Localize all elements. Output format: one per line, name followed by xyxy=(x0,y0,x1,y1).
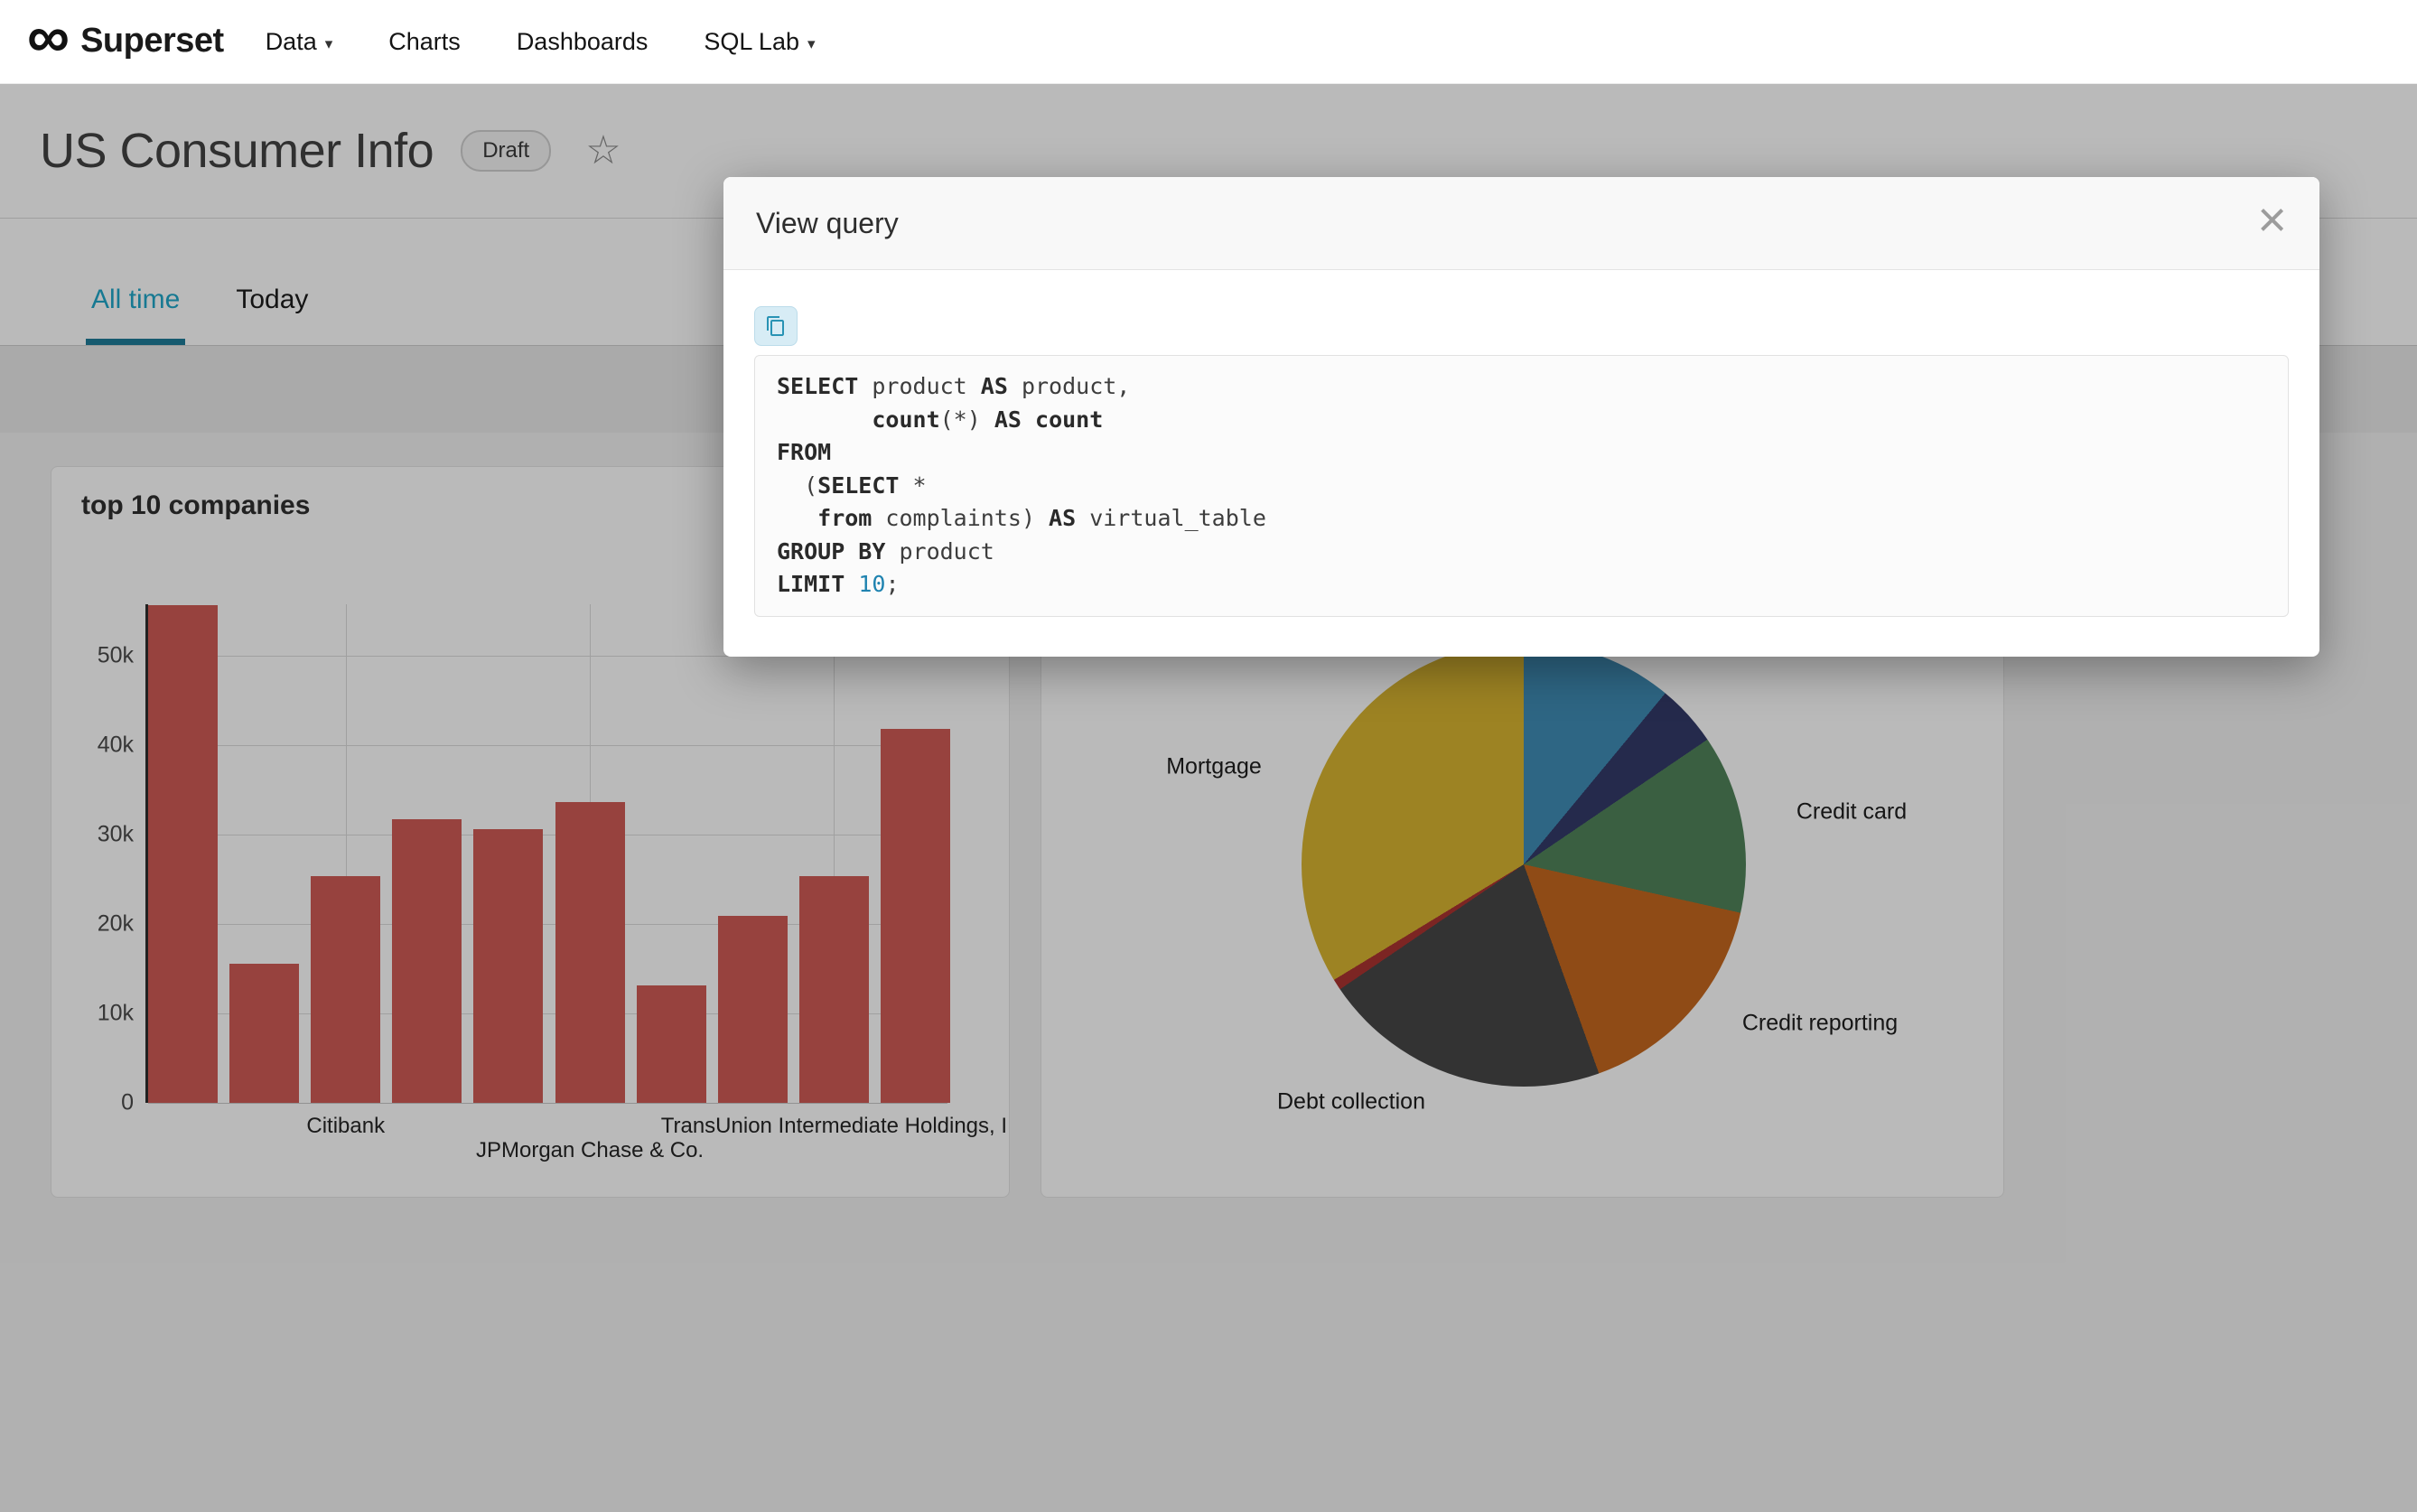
copy-icon xyxy=(765,315,787,337)
bar-chart-bar[interactable] xyxy=(392,819,462,1103)
nav-item-dashboards[interactable]: Dashboards xyxy=(516,27,649,55)
gridline xyxy=(148,656,947,658)
bar-chart-plot: 0 10k 20k 30k 40k 50k Citibank JPMorgan Chase &… xyxy=(98,604,1007,1162)
bar-chart-bar[interactable] xyxy=(636,985,706,1103)
sql-query-code: SELECT product AS product, count(*) AS c… xyxy=(754,355,2289,617)
gridline xyxy=(834,604,835,1103)
bar-chart-bar[interactable] xyxy=(148,605,218,1103)
pie-label-credit-card: Credit card xyxy=(1796,798,1908,825)
pie-label-credit-reporting: Credit reporting xyxy=(1741,1010,1899,1036)
bar-chart-bar[interactable] xyxy=(311,875,381,1103)
bar-chart-title: top 10 companies xyxy=(81,490,311,520)
gridline xyxy=(148,745,947,747)
bar-chart-bar[interactable] xyxy=(798,875,869,1103)
x-axis-category-label: JPMorgan Chase & Co. xyxy=(475,1138,705,1162)
bar-chart-bar[interactable] xyxy=(555,801,625,1103)
nav-item-charts[interactable]: Charts xyxy=(388,27,461,55)
y-axis-tick-label: 50k xyxy=(97,642,134,668)
pie-label-debt-collection: Debt collection xyxy=(1277,1088,1425,1115)
tab-today[interactable]: Today xyxy=(236,285,309,314)
y-axis-tick-label: 40k xyxy=(97,732,134,758)
top-nav: ∞ Superset Data ▾ Charts Dashboards SQL Lab ▾ xyxy=(0,0,2417,84)
gridline xyxy=(345,604,347,1103)
x-axis-category-label: Citibank xyxy=(306,1114,386,1138)
gridline xyxy=(148,1013,947,1015)
y-axis-tick-label: 20k xyxy=(97,910,134,937)
brand-name: Superset xyxy=(80,22,224,61)
modal-header: View query × xyxy=(723,177,2319,270)
nav-menu: Data ▾ Charts Dashboards SQL Lab ▾ xyxy=(266,28,816,56)
y-axis-tick-label: 30k xyxy=(97,821,134,847)
superset-logo[interactable]: ∞ Superset xyxy=(27,6,224,66)
copy-query-button[interactable] xyxy=(754,306,798,346)
pie-label-mortgage: Mortgage xyxy=(1166,753,1262,779)
y-axis-tick-label: 0 xyxy=(121,1089,134,1115)
y-axis-tick-label: 10k xyxy=(97,1000,134,1026)
bar-chart-bar[interactable] xyxy=(473,829,544,1103)
bar-chart-bar[interactable] xyxy=(717,916,788,1103)
bar-chart-bar[interactable] xyxy=(229,963,300,1103)
view-query-modal: View query × SELECT product AS product, … xyxy=(723,177,2319,657)
x-axis-line xyxy=(148,1103,947,1104)
nav-item-data[interactable]: Data ▾ xyxy=(265,27,333,55)
x-axis-category-label: TransUnion Intermediate Holdings, I xyxy=(660,1114,1008,1138)
favorite-star-icon[interactable]: ☆ xyxy=(585,128,621,173)
chevron-down-icon: ▾ xyxy=(324,34,333,52)
bar-chart-card: top 10 companies 0 10k 20k 30k 40k 50k Citiban… xyxy=(51,466,1010,1198)
tab-all-time[interactable]: All time xyxy=(86,285,186,345)
gridline xyxy=(148,924,947,926)
draft-badge: Draft xyxy=(461,130,552,172)
modal-body: SELECT product AS product, count(*) AS c… xyxy=(723,270,2319,617)
superset-infinity-icon: ∞ xyxy=(27,3,70,70)
bar-chart-bar[interactable] xyxy=(881,728,950,1103)
chevron-down-icon: ▾ xyxy=(807,34,816,52)
modal-title: View query xyxy=(756,206,899,239)
pie-chart[interactable] xyxy=(1302,642,1746,1087)
nav-item-sql-lab[interactable]: SQL Lab ▾ xyxy=(704,27,816,55)
close-icon[interactable]: × xyxy=(2257,190,2287,247)
page-title: US Consumer Info xyxy=(40,124,434,178)
